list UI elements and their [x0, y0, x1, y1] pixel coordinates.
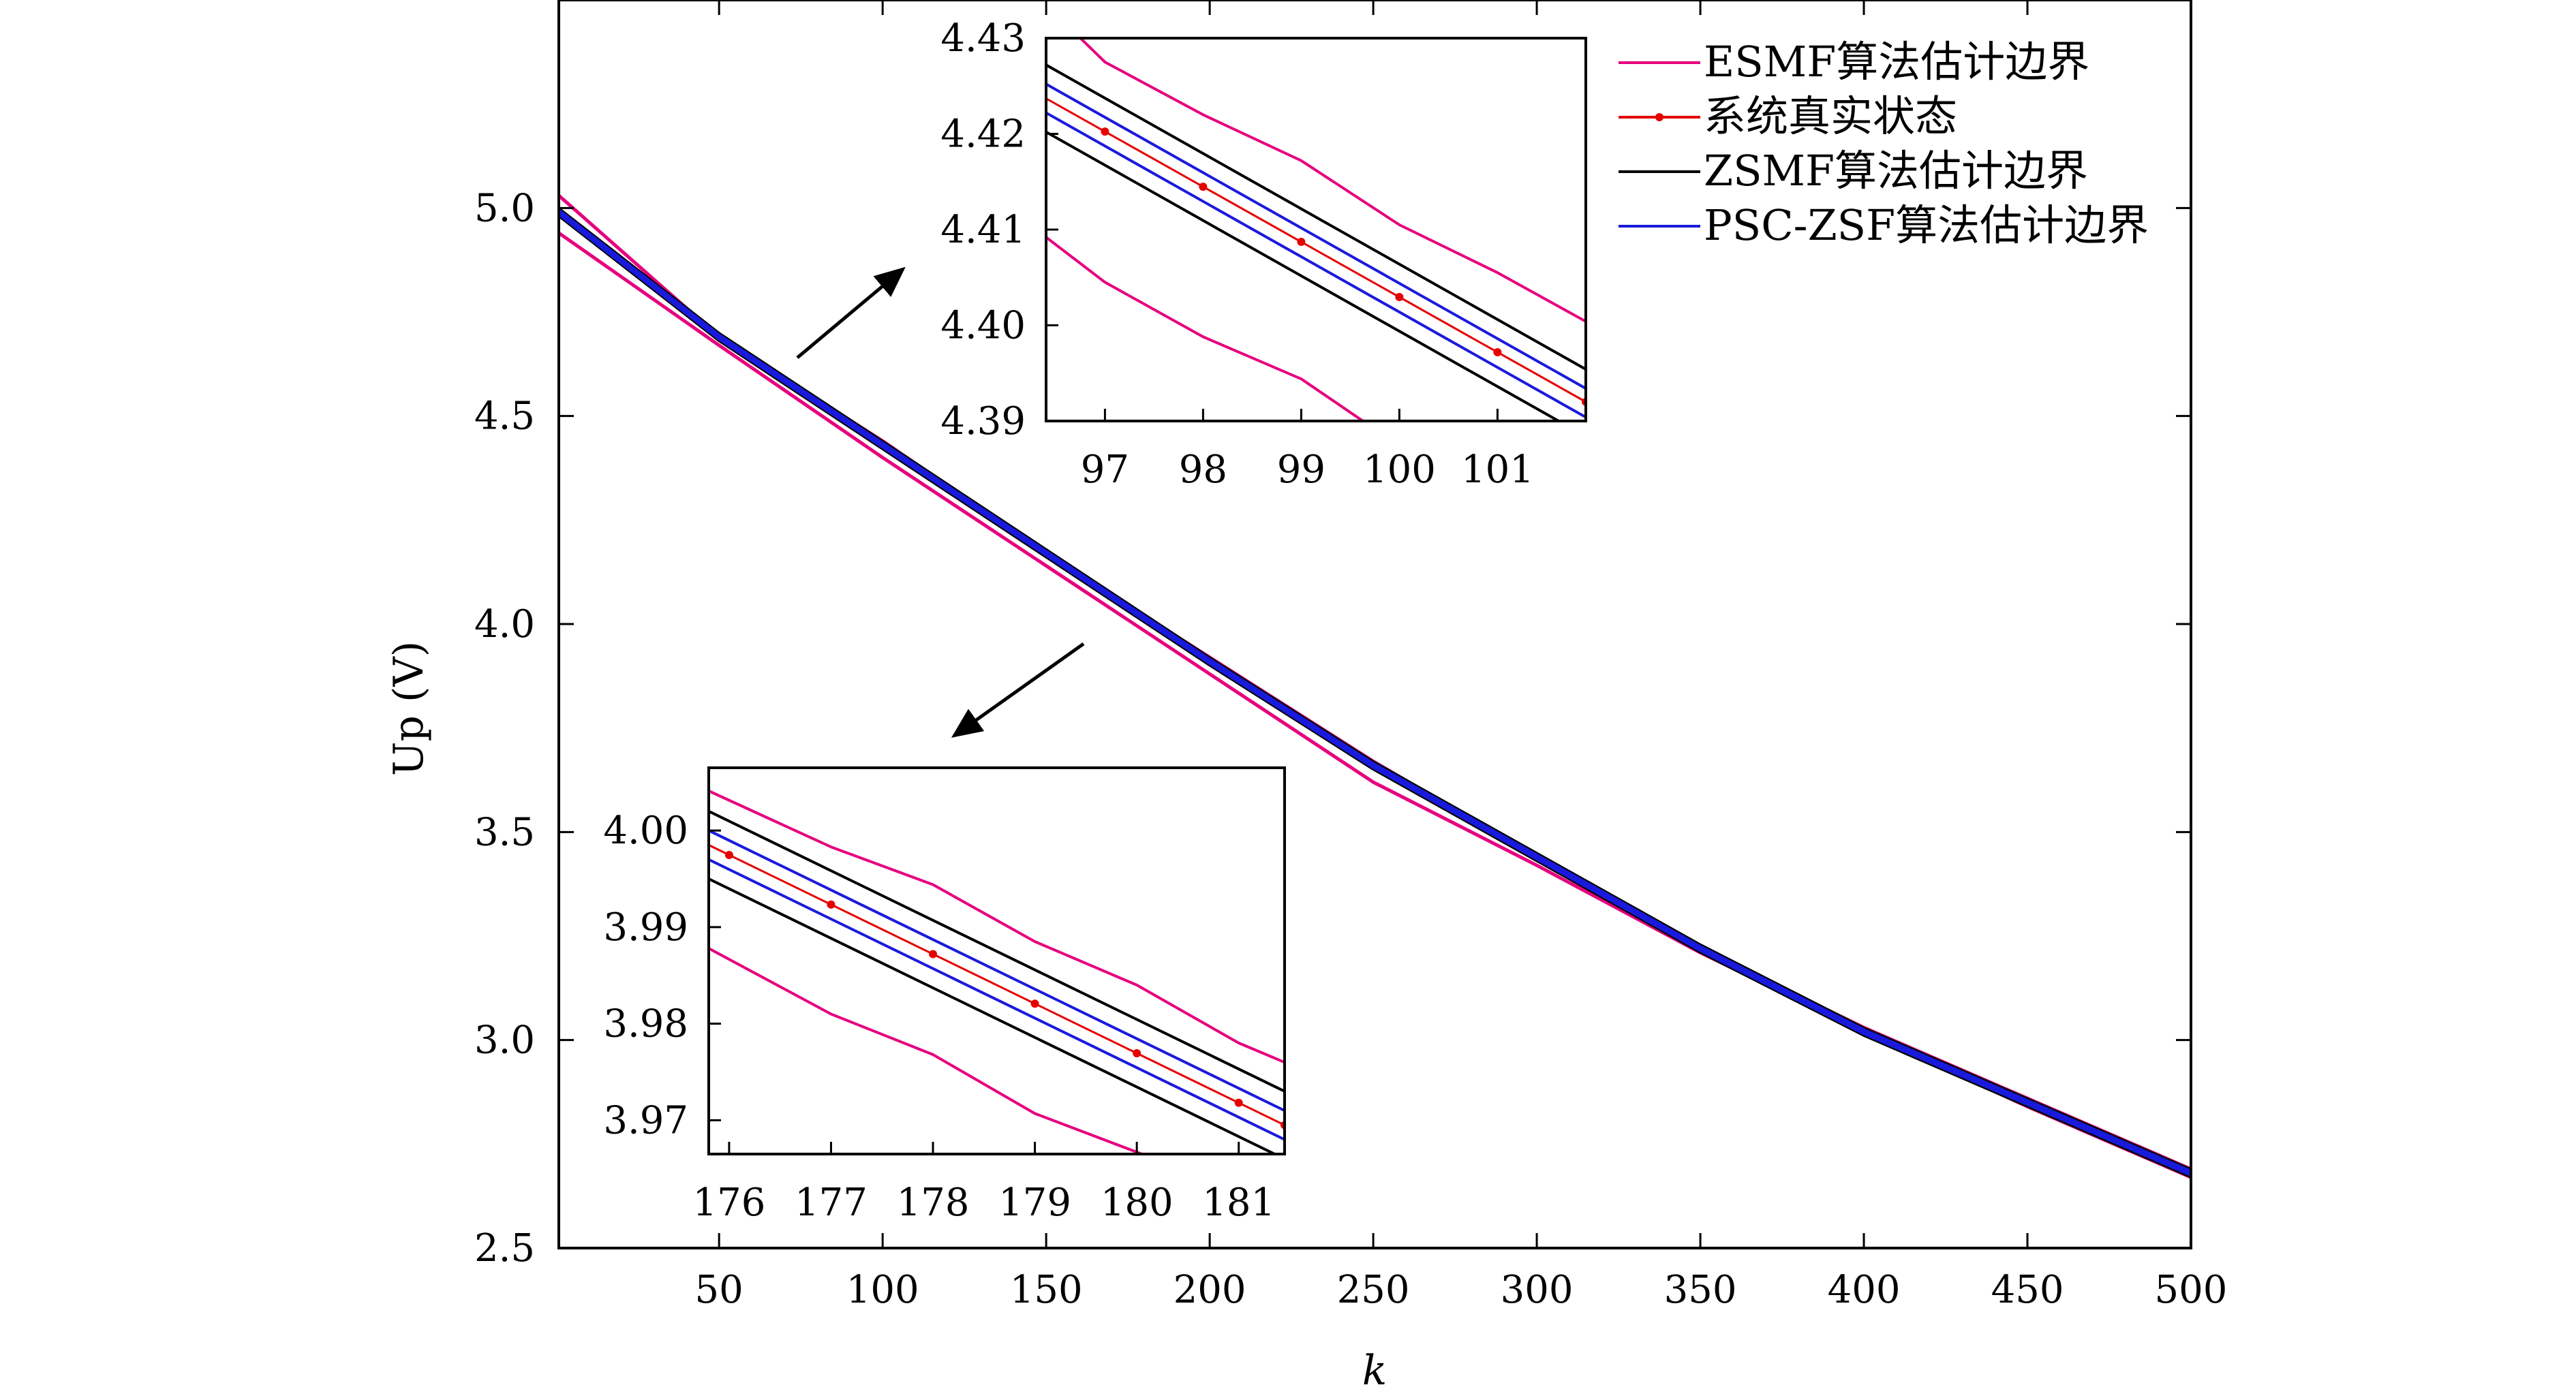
inset-top-xtick-label: 99: [1277, 448, 1325, 492]
main-xtick-label: 450: [1991, 1268, 2064, 1312]
main-xtick-label: 300: [1501, 1268, 1574, 1312]
inset-bottom-series-line: [709, 858, 1285, 1141]
main-series-line: [559, 209, 2191, 1173]
inset-bottom-true-state-point: [1133, 1048, 1141, 1057]
inset-bottom-series-line: [709, 829, 1285, 1112]
inset-top-series-line: [1046, 82, 1586, 390]
main-ytick-label: 4.5: [474, 394, 535, 439]
inset-bottom-series-line: [709, 877, 1278, 1154]
main-plot-frame: [557, 0, 2192, 1249]
inset-bottom-ytick-label: 4.00: [603, 809, 688, 853]
inset-top-frame: [1045, 37, 1587, 422]
legend-item-true-state: 系统真实状态: [1619, 91, 1957, 141]
inset-top-series-line: [1046, 63, 1586, 371]
main-plot: 50 100 150 200 250 300 350 400 450 500 2.5 3.0 3.5 4.…: [385, 0, 2227, 1385]
inset-top-true-state-point: [1199, 183, 1208, 191]
inset-bottom-ytick-label: 3.97: [603, 1098, 688, 1142]
main-ytick-label: 5.0: [474, 186, 535, 230]
inset-bottom-series-line: [709, 790, 1285, 1064]
arrow-to-top-inset: [796, 266, 906, 359]
main-ytick-label: 3.5: [474, 810, 535, 854]
inset-bottom-xtick-label: 178: [897, 1181, 970, 1225]
main-ytick-label: 3.0: [474, 1018, 535, 1063]
inset-top-ytick-label: 4.42: [940, 112, 1026, 157]
main-ytick-label: 2.5: [474, 1226, 535, 1271]
inset-bottom-xtick-label: 179: [998, 1181, 1071, 1225]
legend-label-psc-zsf: PSC-ZSF算法估计边界: [1704, 200, 2149, 250]
legend-item-esmf: ESMF算法估计边界: [1619, 37, 2089, 87]
inset-bottom-ytick-label: 3.98: [603, 1002, 688, 1046]
inset-top-ytick-label: 4.41: [940, 208, 1026, 252]
main-xtick-label: 200: [1174, 1268, 1246, 1312]
inset-bottom-true-state-point: [724, 850, 733, 859]
legend-item-psc-zsf: PSC-ZSF算法估计边界: [1619, 200, 2149, 250]
inset-bottom-true-state-point: [1234, 1098, 1243, 1107]
inset-bottom-series-line: [709, 844, 1285, 1126]
main-ytick-label: 4.0: [474, 602, 535, 647]
inset-bottom-series-line: [709, 947, 1143, 1154]
main-xtick-label: 150: [1010, 1268, 1083, 1312]
inset-top-series-line: [1046, 236, 1366, 421]
main-xtick-label: 250: [1337, 1268, 1410, 1312]
inset-bottom-xtick-label: 176: [692, 1181, 765, 1225]
inset-bottom-xtick-label: 181: [1202, 1181, 1275, 1225]
main-xtick-label: 100: [846, 1268, 919, 1312]
main-xtick-label: 500: [2155, 1268, 2228, 1312]
inset-top-series-line: [1046, 111, 1586, 419]
inset-bottom-xtick-label: 177: [795, 1181, 868, 1225]
inset-top-ytick-label: 4.40: [940, 304, 1026, 348]
inset-top-xtick-label: 98: [1179, 448, 1227, 492]
x-axis-label: k: [1362, 1347, 1387, 1385]
inset-bottom-true-state-point: [1030, 999, 1039, 1008]
main-xtick-label: 400: [1828, 1268, 1901, 1312]
inset-top-xtick-label: 97: [1081, 448, 1129, 492]
inset-bottom-xtick-label: 180: [1101, 1181, 1174, 1225]
legend-label-esmf: ESMF算法估计边界: [1704, 37, 2089, 87]
inset-bottom-ytick-label: 3.99: [603, 905, 688, 950]
inset-top-true-state-point: [1493, 348, 1502, 357]
inset-bottom-series-line: [709, 810, 1285, 1093]
inset-top-plot: 97 98 99 100 101 4.39 4.40 4.41 4.42 4.43: [940, 16, 1587, 492]
y-axis-label: Up (V): [385, 641, 433, 776]
inset-top-series-line: [1046, 130, 1562, 421]
legend: ESMF算法估计边界 系统真实状态 ZSMF算法估计边界 PSC-ZSF算法估计…: [1619, 37, 2149, 250]
inset-bottom-frame: [707, 766, 1286, 1155]
inset-top-true-state-point: [1101, 127, 1109, 136]
main-series-line: [559, 212, 2191, 1177]
main-xtick-label: 350: [1664, 1268, 1737, 1312]
inset-top-true-state-point: [1395, 293, 1404, 302]
inset-bottom-plot: 176 177 178 179 180 181 3.97 3.98 3.99 4.00: [603, 766, 1286, 1225]
main-xtick-label: 50: [695, 1268, 743, 1312]
legend-label-zsmf: ZSMF算法估计边界: [1704, 146, 2088, 196]
legend-dot-true-state: [1655, 113, 1663, 121]
inset-top-ytick-label: 4.39: [940, 399, 1026, 443]
inset-top-series-line: [1078, 38, 1586, 323]
inset-bottom-true-state-point: [929, 950, 938, 959]
inset-top-ytick-label: 4.43: [940, 16, 1026, 61]
inset-top-xtick-label: 101: [1461, 448, 1534, 492]
inset-top-true-state-point: [1297, 238, 1306, 247]
inset-top-xtick-label: 100: [1363, 448, 1436, 492]
arrow-to-bottom-inset: [951, 642, 1085, 738]
legend-label-true-state: 系统真实状态: [1704, 91, 1957, 141]
inset-bottom-true-state-point: [827, 900, 835, 909]
legend-item-zsmf: ZSMF算法估计边界: [1619, 146, 2088, 196]
